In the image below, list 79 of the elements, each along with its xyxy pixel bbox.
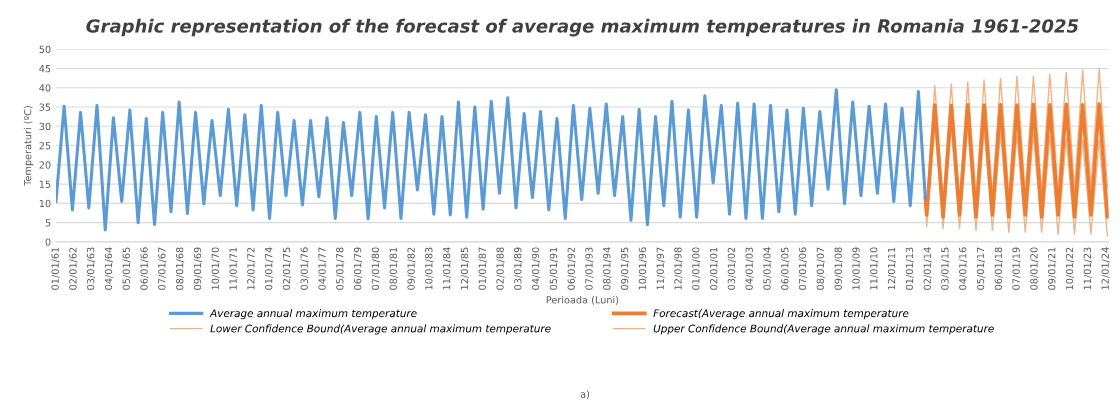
- x-tick-label: 02/01/88: [496, 247, 505, 290]
- x-tick-label: 09/01/21: [1048, 247, 1057, 290]
- y-tick-label: 20: [39, 161, 51, 169]
- x-tick-label: 01/01/13: [905, 247, 914, 290]
- x-tick-label: 02/01/01: [709, 247, 719, 290]
- x-tick-label: 09/01/82: [407, 247, 416, 290]
- x-tick-label: 07/01/06: [798, 247, 807, 290]
- x-tick-label: 05/01/78: [336, 247, 345, 290]
- y-tick-label: 0: [45, 238, 51, 246]
- x-tick-label: 06/01/66: [140, 247, 149, 290]
- x-tick-label: 06/01/79: [353, 247, 363, 290]
- x-tick-label: 07/01/67: [158, 247, 167, 290]
- y-axis-title: Temperaturi (ºC): [23, 106, 34, 186]
- y-tick-label: 5: [45, 219, 51, 227]
- x-axis-title: Perioada (Luni): [546, 295, 619, 305]
- y-tick-label: 35: [39, 103, 51, 111]
- x-tick-label: 03/01/76: [300, 247, 309, 290]
- x-tick-label: 04/01/77: [318, 247, 327, 290]
- x-tick-label: 08/01/81: [389, 247, 398, 290]
- x-tick-label: 05/01/04: [763, 247, 772, 290]
- x-tick-label: 12/01/85: [460, 247, 469, 290]
- x-tick-label: 08/01/20: [1030, 247, 1039, 290]
- x-tick-label: 07/01/93: [585, 247, 594, 290]
- x-tick-label: 10/01/22: [1065, 247, 1074, 290]
- x-tick-label: 05/01/17: [976, 247, 985, 290]
- x-tick-label: 04/01/03: [745, 247, 754, 290]
- x-tick-label: 09/01/08: [834, 247, 843, 290]
- x-tick-label: 04/01/64: [104, 247, 113, 290]
- chart-title: Graphic representation of the forecast of average maximum temperatures in Romania 1961-2025: [86, 18, 1079, 37]
- x-tick-label: 09/01/95: [620, 247, 630, 290]
- x-tick-label: 04/01/16: [959, 247, 968, 290]
- text: a): [580, 390, 590, 399]
- x-tick-label: 07/01/80: [371, 247, 380, 290]
- x-tick-label: 09/01/69: [193, 247, 202, 290]
- x-tick-label: 05/01/91: [549, 247, 558, 290]
- legend-label: Average annual maximum temperature: [209, 309, 417, 320]
- x-tick-label: 10/01/83: [425, 247, 434, 290]
- legend-label: Lower Confidence Bound(Average annual maximum temperature: [210, 324, 551, 335]
- x-tick-label: 04/01/90: [531, 247, 541, 290]
- x-tick-label: 10/01/70: [211, 247, 220, 290]
- x-tick-label: 02/01/14: [923, 247, 932, 290]
- x-tick-label: 12/01/98: [674, 247, 683, 290]
- x-tick-label: 06/01/18: [994, 247, 1003, 290]
- x-tick-label: 06/01/92: [567, 247, 576, 290]
- y-tick-label: 25: [39, 142, 51, 150]
- x-tick-label: 12/01/72: [247, 247, 256, 290]
- x-tick-label: 02/01/75: [282, 247, 291, 290]
- x-tick-label: 08/01/94: [603, 247, 612, 290]
- x-tick-label: 10/01/96: [638, 247, 647, 290]
- y-tick-label: 40: [39, 84, 51, 92]
- y-tick-label: 15: [39, 180, 51, 188]
- legend-label: Forecast(Average annual maximum temperature: [653, 309, 909, 320]
- x-tick-label: 11/01/10: [870, 247, 879, 290]
- x-tick-label: 12/01/11: [887, 247, 896, 290]
- x-tick-label: 01/01/61: [51, 247, 60, 290]
- x-tick-label: 03/01/15: [941, 247, 950, 290]
- y-tick-label: 10: [39, 199, 51, 208]
- x-tick-label: 01/01/87: [478, 247, 487, 290]
- x-tick-label: 01/01/00: [692, 247, 701, 290]
- x-tick-label: 03/01/02: [727, 247, 736, 290]
- legend-label: Upper Confidence Bound(Average annual maximum temperature: [653, 324, 994, 335]
- x-tick-label: 03/01/63: [86, 247, 96, 290]
- y-tick-label: 30: [39, 122, 51, 131]
- x-tick-label: 11/01/84: [443, 247, 452, 290]
- x-tick-label: 05/01/65: [122, 247, 131, 290]
- y-tick-label: 50: [39, 45, 51, 54]
- y-tick-label: 45: [39, 65, 51, 73]
- x-tick-label: 08/01/68: [176, 247, 185, 290]
- x-tick-label: 07/01/19: [1012, 247, 1021, 290]
- x-tick-label: 03/01/89: [514, 247, 523, 290]
- x-tick-label: 11/01/71: [229, 247, 238, 290]
- x-tick-label: 01/01/74: [265, 247, 274, 290]
- x-tick-label: 11/01/97: [656, 247, 665, 290]
- x-tick-label: 08/01/07: [816, 247, 825, 290]
- x-tick-label: 02/01/62: [69, 247, 78, 290]
- x-tick-label: 11/01/23: [1083, 247, 1092, 290]
- x-tick-label: 06/01/05: [781, 247, 790, 290]
- x-tick-label: 12/01/24: [1101, 247, 1110, 290]
- x-tick-label: 10/01/09: [852, 247, 861, 290]
